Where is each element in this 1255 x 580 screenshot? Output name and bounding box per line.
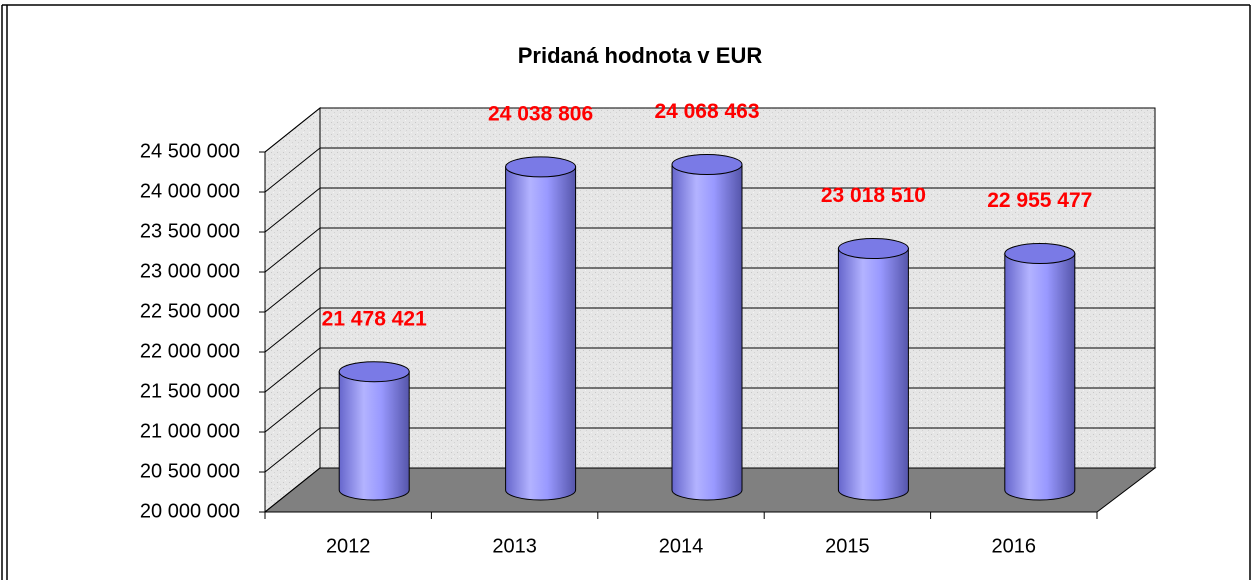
y-tick-label: 24 000 000: [140, 180, 240, 202]
y-tick-label: 21 500 000: [140, 380, 240, 402]
chart-title: Pridaná hodnota v EUR: [518, 43, 763, 68]
value-label: 24 068 463: [654, 100, 759, 123]
grid-line: [264, 387, 321, 433]
cylinder-top: [837, 238, 909, 260]
x-tick-label: 2012: [326, 535, 371, 557]
grid-line: [264, 467, 321, 513]
grid-line: [264, 187, 321, 233]
cylinder-top: [1004, 243, 1076, 265]
y-tick-label: 20 000 000: [140, 500, 240, 522]
cylinder: [837, 248, 909, 501]
cylinder: [671, 164, 743, 501]
cylinder-top: [505, 156, 577, 178]
grid-line: [264, 227, 321, 273]
grid-line: [264, 107, 321, 153]
cylinder: [505, 166, 577, 501]
value-label: 24 038 806: [488, 102, 593, 125]
cylinder: [1004, 253, 1076, 501]
x-tick-label: 2016: [992, 535, 1037, 557]
value-label: 23 018 510: [821, 184, 926, 207]
y-tick-label: 23 000 000: [140, 260, 240, 282]
side-wall: [264, 106, 321, 514]
grid-line: [264, 307, 321, 353]
x-tick-label: 2014: [659, 535, 704, 557]
y-tick-label: 22 500 000: [140, 300, 240, 322]
y-tick-label: 20 500 000: [140, 460, 240, 482]
y-tick-label: 24 500 000: [140, 140, 240, 162]
grid-line: [264, 267, 321, 313]
x-tick-label: 2015: [825, 535, 870, 557]
cylinder: [338, 371, 410, 501]
grid-line: [264, 427, 321, 473]
grid-line: [264, 347, 321, 393]
x-tick-label: 2013: [492, 535, 537, 557]
y-tick-label: 23 500 000: [140, 220, 240, 242]
y-tick-label: 22 000 000: [140, 340, 240, 362]
cylinder-top: [671, 154, 743, 176]
grid-line: [264, 147, 321, 193]
y-tick-label: 21 000 000: [140, 420, 240, 442]
cylinder-top: [338, 361, 410, 383]
value-label: 21 478 421: [322, 307, 427, 330]
value-label: 22 955 477: [987, 189, 1092, 212]
